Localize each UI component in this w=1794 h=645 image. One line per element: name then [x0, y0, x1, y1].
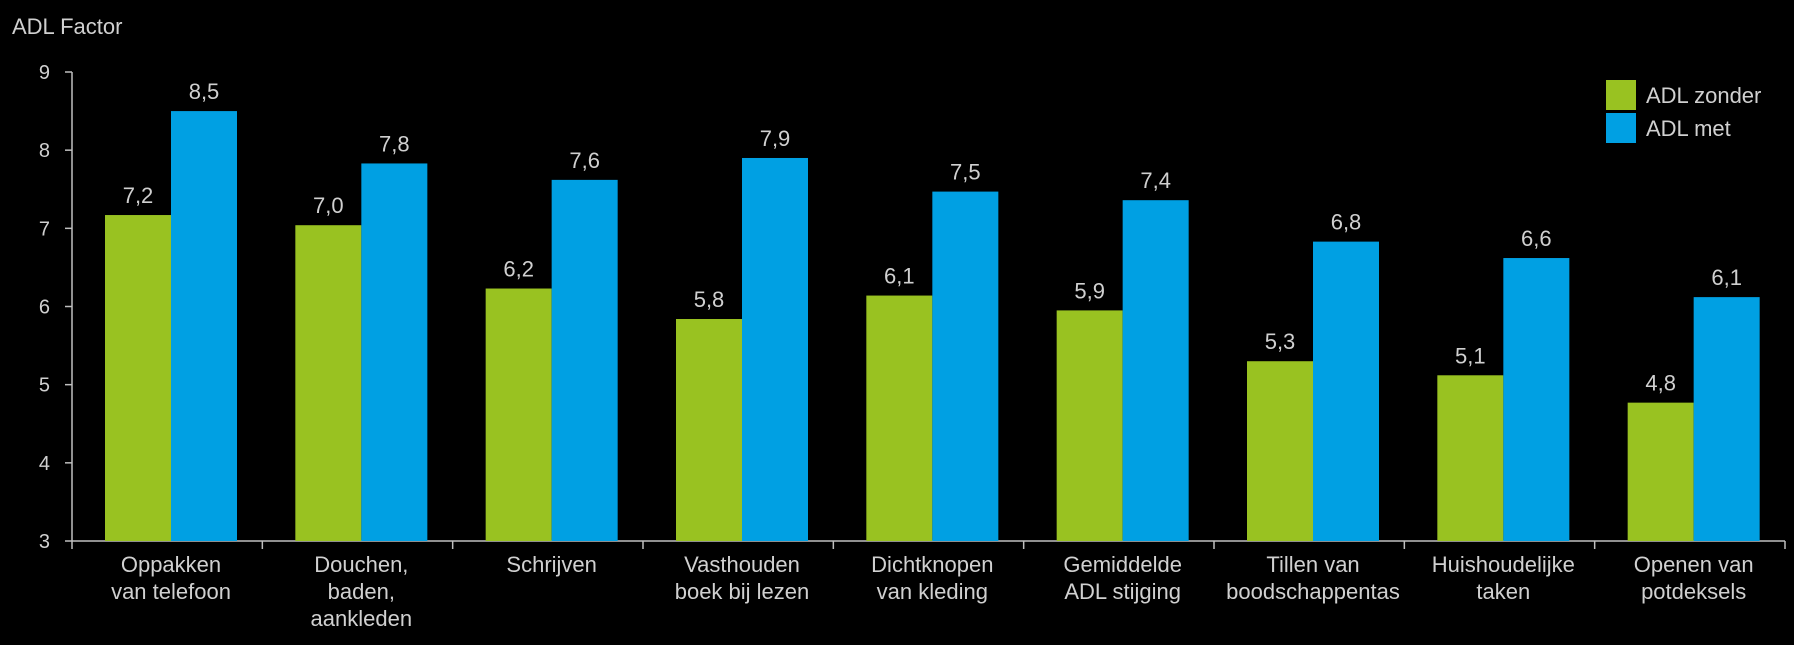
x-tick-label: Schrijven [506, 552, 596, 577]
x-tick-label: Vasthouden boek bij lezen [675, 552, 810, 604]
data-label: 6,1 [1711, 265, 1742, 290]
bar-adl-met [171, 111, 237, 541]
data-label: 7,2 [123, 183, 154, 208]
x-tick-label: Gemiddelde ADL stijging [1063, 552, 1182, 604]
x-tick-label: Openen van potdeksels [1634, 552, 1754, 604]
bar-adl-met [361, 163, 428, 541]
x-tick-label: Dichtknopen van kleding [871, 552, 993, 604]
bar-adl-zonder [295, 225, 362, 541]
data-label: 7,8 [379, 131, 410, 156]
bar-adl-zonder [1247, 361, 1313, 541]
data-label: 7,9 [760, 126, 791, 151]
data-label: 7,4 [1140, 168, 1171, 193]
x-tick-label: Douchen, baden, aankleden [311, 552, 413, 631]
data-label: 5,8 [694, 287, 725, 312]
bar-adl-zonder [1437, 375, 1504, 541]
x-tick-label: Huishoudelijke taken [1432, 552, 1575, 604]
data-label: 7,0 [313, 193, 344, 218]
data-label: 5,3 [1265, 329, 1296, 354]
bar-adl-met [1313, 241, 1379, 541]
legend-label: ADL met [1646, 116, 1731, 141]
data-label: 7,5 [950, 160, 981, 185]
data-label: 7,6 [569, 148, 600, 173]
y-tick-label: 7 [39, 218, 50, 240]
bar-adl-met [1503, 258, 1570, 541]
y-tick-label: 5 [39, 375, 50, 397]
data-label: 8,5 [189, 79, 220, 104]
y-tick-label: 9 [39, 62, 50, 84]
legend-swatch [1606, 113, 1636, 143]
data-label: 6,8 [1331, 210, 1362, 235]
legend-label: ADL zonder [1646, 83, 1761, 108]
bar-adl-zonder [105, 215, 171, 542]
bar-adl-zonder [676, 319, 742, 541]
data-label: 6,1 [884, 264, 915, 289]
bar-adl-met [551, 179, 618, 541]
data-label: 6,6 [1521, 226, 1552, 251]
bar-adl-zonder [1627, 402, 1694, 541]
y-tick-label: 4 [39, 453, 50, 475]
y-axis-title: ADL Factor [12, 14, 122, 39]
x-tick-label: Oppakken van telefoon [111, 552, 231, 604]
bar-adl-met [742, 157, 808, 541]
bar-adl-zonder [1056, 310, 1123, 541]
bar-adl-met [932, 191, 999, 541]
bar-adl-met [1122, 200, 1189, 541]
y-tick-label: 6 [39, 297, 50, 319]
legend-swatch [1606, 80, 1636, 110]
data-label: 5,1 [1455, 343, 1486, 368]
y-tick-label: 3 [39, 531, 50, 553]
data-label: 6,2 [503, 257, 534, 282]
y-tick-label: 8 [39, 140, 50, 162]
data-label: 4,8 [1645, 371, 1676, 396]
bar-adl-zonder [866, 295, 933, 541]
data-label: 5,9 [1074, 278, 1105, 303]
bar-adl-met [1693, 297, 1760, 541]
x-tick-label: Tillen van boodschappentas [1226, 552, 1400, 604]
bar-adl-zonder [485, 288, 552, 541]
